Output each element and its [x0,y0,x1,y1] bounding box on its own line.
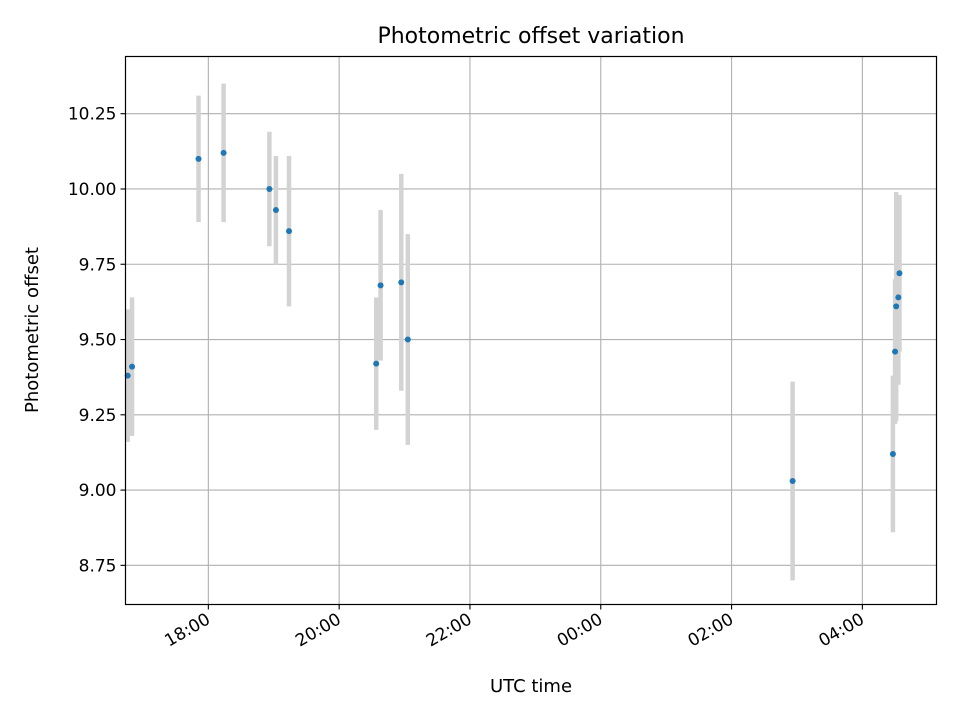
data-point [272,207,279,214]
x-axis-label: UTC time [490,676,572,697]
data-point [789,478,796,485]
data-point [398,279,405,286]
data-point [895,294,902,301]
data-point [129,363,136,370]
data-point [286,228,293,235]
grid [125,56,937,605]
y-tick-label: 9.00 [79,481,117,501]
y-tick-label: 8.75 [79,556,117,576]
data-point [124,372,131,379]
data-point [266,185,273,192]
data-point [404,336,411,343]
data-point [220,149,227,156]
plot-area-frame [124,55,938,606]
data-point [377,282,384,289]
y-tick-label: 9.25 [79,406,117,426]
y-axis-ticks: 8.75 9.00 9.25 9.50 9.75 10.00 10.25 [68,105,126,576]
data-point [893,303,900,310]
chart-title: Photometric offset variation [377,24,684,49]
data-point [892,348,899,355]
y-tick-label: 9.50 [79,331,117,351]
data-point [889,450,896,457]
data-point [195,155,202,162]
data-point [896,270,903,277]
y-axis-label: Photometric offset [22,247,43,413]
y-tick-label: 9.75 [79,255,117,275]
data-points [124,149,903,485]
y-tick-label: 10.25 [68,105,117,125]
y-tick-label: 10.00 [68,180,117,200]
data-point [373,360,380,367]
